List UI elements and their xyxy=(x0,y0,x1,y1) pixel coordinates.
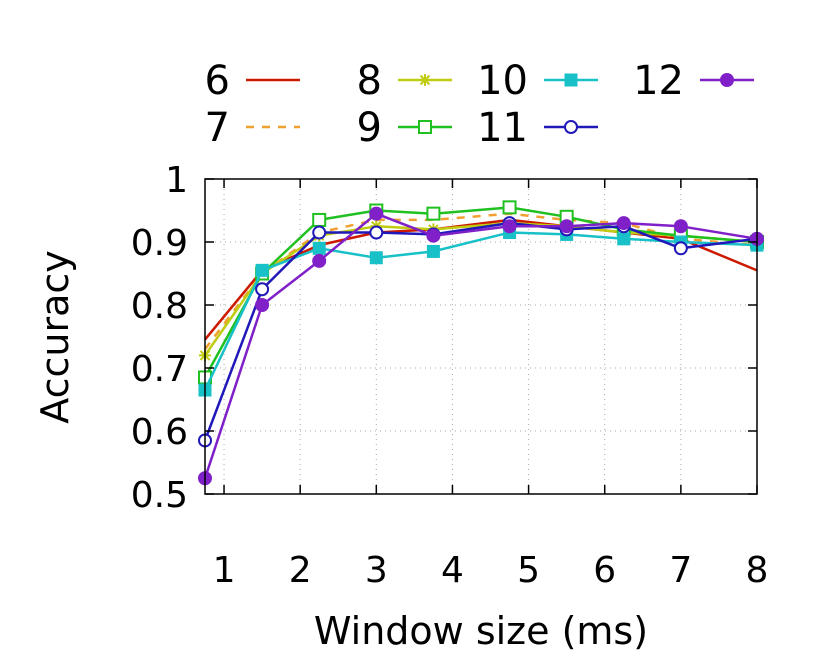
x-tick-label: 2 xyxy=(289,550,312,591)
legend-item-8: 8 xyxy=(357,58,452,104)
x-tick-label: 8 xyxy=(746,550,769,591)
series-line-11 xyxy=(203,221,758,441)
y-axis-title: Accuracy xyxy=(33,250,77,424)
x-tick-label: 3 xyxy=(365,550,388,591)
data-point-filled-circle xyxy=(502,219,517,234)
legend-label: 11 xyxy=(477,105,528,151)
legend-label: 9 xyxy=(357,105,382,151)
y-tick-label: 0.8 xyxy=(131,286,188,327)
data-point-filled-circle xyxy=(720,73,734,87)
data-point-open-square xyxy=(312,212,327,227)
legend-item-11: 11 xyxy=(477,105,598,151)
data-point-star xyxy=(419,74,431,86)
series-12 xyxy=(198,206,764,486)
legend-label: 8 xyxy=(357,58,382,104)
data-point-filled-circle xyxy=(255,298,270,312)
series-7 xyxy=(204,212,758,350)
data-point-filled-circle xyxy=(369,206,384,221)
data-point-open-circle xyxy=(673,241,688,256)
data-point-filled-circle xyxy=(426,228,441,243)
x-tick-label: 1 xyxy=(213,550,236,591)
data-point-open-circle xyxy=(369,225,384,240)
y-tick-label: 1 xyxy=(165,160,188,201)
legend-label: 6 xyxy=(205,58,230,104)
series-line-7 xyxy=(204,212,758,350)
data-point-open-circle xyxy=(312,225,327,240)
y-tick-label: 0.7 xyxy=(131,349,188,390)
x-tick-label: 7 xyxy=(669,550,692,591)
x-tick-label: 6 xyxy=(593,550,616,591)
y-tick-label: 0.6 xyxy=(131,412,188,453)
y-tick-label: 0.5 xyxy=(131,475,188,516)
data-point-open-circle xyxy=(255,282,270,297)
data-point-filled-square xyxy=(312,241,326,255)
data-point-open-circle xyxy=(564,120,578,134)
y-tick-label: 0.9 xyxy=(131,223,188,264)
data-point-filled-square xyxy=(255,263,269,277)
legend-item-6: 6 xyxy=(205,58,300,104)
legend-label: 7 xyxy=(205,105,230,151)
legend-label: 10 xyxy=(477,58,528,104)
series-line-9 xyxy=(203,206,758,379)
legend-item-7: 7 xyxy=(205,105,300,151)
series-line-12 xyxy=(203,212,758,479)
data-point-open-square xyxy=(426,206,441,221)
data-point-filled-circle xyxy=(559,219,574,234)
plot-frame xyxy=(204,178,758,495)
data-point-filled-circle xyxy=(616,216,631,231)
series-11 xyxy=(198,216,764,448)
data-point-filled-square xyxy=(617,232,631,246)
x-axis-title: Window size (ms) xyxy=(314,609,648,653)
legend-item-10: 10 xyxy=(477,58,598,104)
data-point-filled-square xyxy=(369,251,383,265)
data-point-filled-circle xyxy=(673,219,688,234)
legend-item-9: 9 xyxy=(357,105,452,151)
data-point-filled-square xyxy=(426,244,440,258)
data-point-open-square xyxy=(418,120,432,134)
data-point-filled-circle xyxy=(312,253,327,268)
series-lines xyxy=(198,200,764,486)
x-tick-label: 4 xyxy=(441,550,464,591)
legend-label: 12 xyxy=(633,58,684,104)
series-6 xyxy=(204,218,758,341)
x-tick-label: 5 xyxy=(517,550,540,591)
axis-ticks: 0.5 0.6 0.7 0.8 0.9 1 1 2 3 4 5 6 7 8 xyxy=(131,160,769,591)
data-point-open-square xyxy=(502,200,517,215)
series-line-8 xyxy=(203,221,758,357)
data-point-filled-square xyxy=(564,73,578,87)
series-line-6 xyxy=(204,218,758,341)
legend-item-12: 12 xyxy=(633,58,754,104)
